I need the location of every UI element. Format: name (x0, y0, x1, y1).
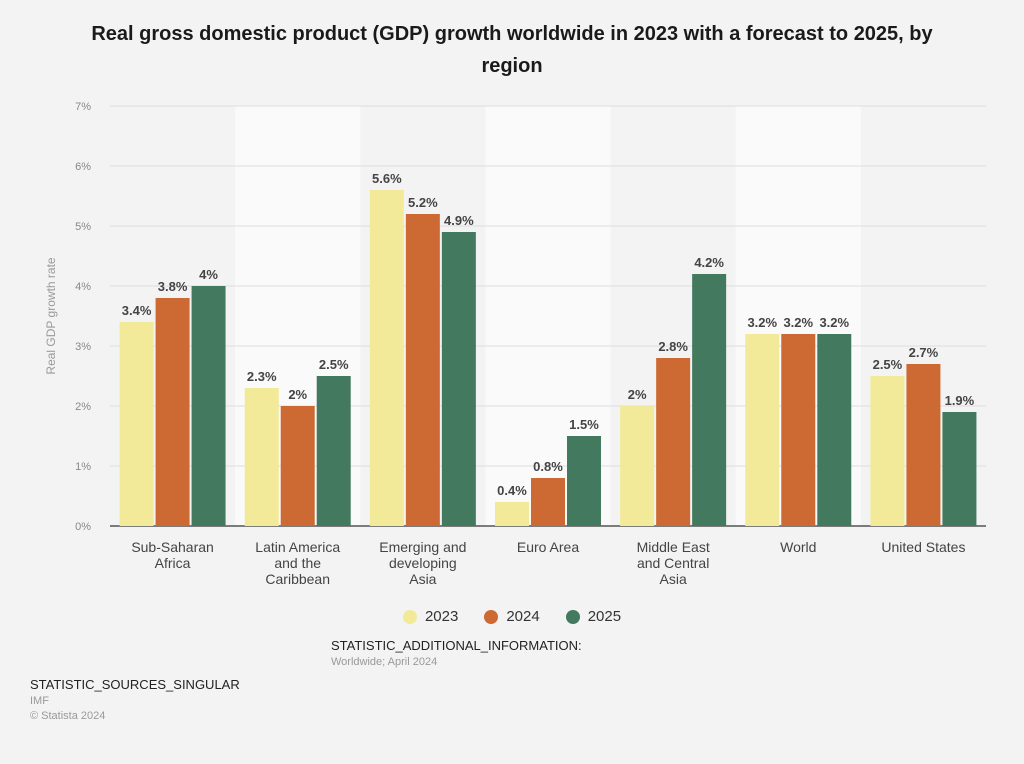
sources-block: STATISTIC_SOURCES_SINGULAR IMF © Statist… (30, 677, 240, 722)
legend-label-2024: 2024 (506, 608, 540, 625)
bar-2025 (316, 376, 351, 526)
category-label: World (780, 539, 816, 555)
bar-2024 (280, 406, 315, 526)
category-label: Middle East and Central Asia (637, 539, 710, 587)
y-tick-label: 2% (75, 401, 91, 413)
category-label: Sub-Saharan Africa (131, 539, 214, 571)
data-label-2024: 5.2% (408, 195, 438, 210)
category-label-line: Latin America (255, 539, 340, 555)
data-label-2025: 4.9% (444, 213, 474, 228)
bar-2023 (495, 502, 529, 526)
category-label-line: Euro Area (517, 539, 579, 555)
category-label: United States (881, 539, 965, 555)
data-label-2023: 2.3% (247, 369, 277, 384)
category-label-line: Middle East (637, 539, 710, 555)
category-label-line: Sub-Saharan (131, 539, 214, 555)
bar-2024 (781, 334, 816, 526)
bar-chart: 0% 1% 2% 3% 4% 5% 6% 7% Real GDP growth rate 3.4%… (44, 101, 986, 587)
category-label-line: Emerging and (379, 539, 466, 555)
y-tick-label: 6% (75, 161, 91, 173)
y-tick-label: 4% (75, 281, 91, 293)
legend-swatch-2025 (565, 609, 580, 624)
bar-2023 (620, 406, 655, 526)
bar-2024 (405, 214, 440, 526)
bar-2023 (244, 388, 279, 526)
y-axis-label: Real GDP growth rate (44, 257, 58, 374)
sources-heading: STATISTIC_SOURCES_SINGULAR (30, 677, 240, 692)
source-name: IMF (30, 695, 49, 707)
category-label-line: and Central (637, 555, 709, 571)
data-label-2024: 0.8% (533, 459, 563, 474)
data-label-2024: 3.8% (158, 279, 188, 294)
category-label-line: Asia (409, 571, 436, 587)
bar-2025 (567, 436, 601, 526)
bar-2023 (745, 334, 780, 526)
category-label-line: Asia (660, 571, 687, 587)
category-label-line: developing (389, 555, 457, 571)
data-label-2025: 3.2% (819, 315, 849, 330)
legend-item-2024[interactable]: 2024 (484, 608, 540, 625)
data-label-2025: 1.9% (945, 393, 975, 408)
additional-info-text: Worldwide; April 2024 (331, 656, 438, 668)
y-tick-label: 3% (75, 341, 91, 353)
additional-information: STATISTIC_ADDITIONAL_INFORMATION: Worldw… (331, 638, 582, 668)
bar-2024 (656, 358, 691, 526)
bar-2023 (119, 322, 154, 526)
data-label-2023: 2% (628, 387, 647, 402)
y-tick-label: 1% (75, 461, 91, 473)
data-label-2023: 2.5% (873, 357, 903, 372)
data-label-2025: 4% (199, 267, 218, 282)
category-label: Latin America and the Caribbean (255, 539, 340, 587)
bar-2025 (191, 286, 226, 526)
data-label-2025: 2.5% (319, 357, 349, 372)
category-label-line: Caribbean (265, 571, 330, 587)
additional-info-heading: STATISTIC_ADDITIONAL_INFORMATION: (331, 638, 582, 653)
category-label-line: United States (881, 539, 965, 555)
bar-2024 (531, 478, 565, 526)
data-label-2023: 3.4% (122, 303, 152, 318)
data-label-2024: 2.8% (658, 339, 688, 354)
legend-label-2023: 2023 (424, 608, 459, 625)
y-tick-label: 0% (75, 521, 91, 533)
category-label-line: Africa (155, 555, 191, 571)
data-label-2023: 0.4% (497, 483, 527, 498)
chart-title: Real gross domestic product (GDP) growth… (91, 23, 933, 77)
data-label-2024: 2.7% (909, 345, 939, 360)
legend-item-2025[interactable]: 2025 (565, 608, 622, 625)
copyright: © Statista 2024 (30, 710, 106, 722)
data-label-2023: 5.6% (372, 171, 402, 186)
bar-2023 (870, 376, 905, 526)
data-label-2025: 1.5% (569, 417, 599, 432)
data-label-2024: 2% (288, 387, 307, 402)
legend-swatch-2023 (402, 609, 417, 624)
data-label-2024: 3.2% (783, 315, 813, 330)
bar-2025 (441, 232, 476, 526)
category-label-line: and the (274, 555, 321, 571)
bar-2024 (155, 298, 190, 526)
bar-2025 (942, 412, 977, 526)
y-tick-label: 7% (75, 101, 91, 113)
data-label-2025: 4.2% (694, 255, 724, 270)
legend: 2023 2024 2025 (0, 608, 1024, 625)
category-label: Euro Area (517, 539, 579, 555)
category-label-line: World (780, 539, 816, 555)
bar-2024 (906, 364, 941, 526)
data-label-2023: 3.2% (747, 315, 777, 330)
y-tick-label: 5% (75, 221, 91, 233)
bar-2025 (692, 274, 727, 526)
category-label: Emerging and developing Asia (379, 539, 466, 587)
legend-label-2025: 2025 (587, 608, 622, 625)
bar-2025 (817, 334, 852, 526)
legend-swatch-2024 (484, 609, 499, 624)
bar-2023 (369, 190, 404, 526)
legend-item-2023[interactable]: 2023 (402, 608, 459, 625)
